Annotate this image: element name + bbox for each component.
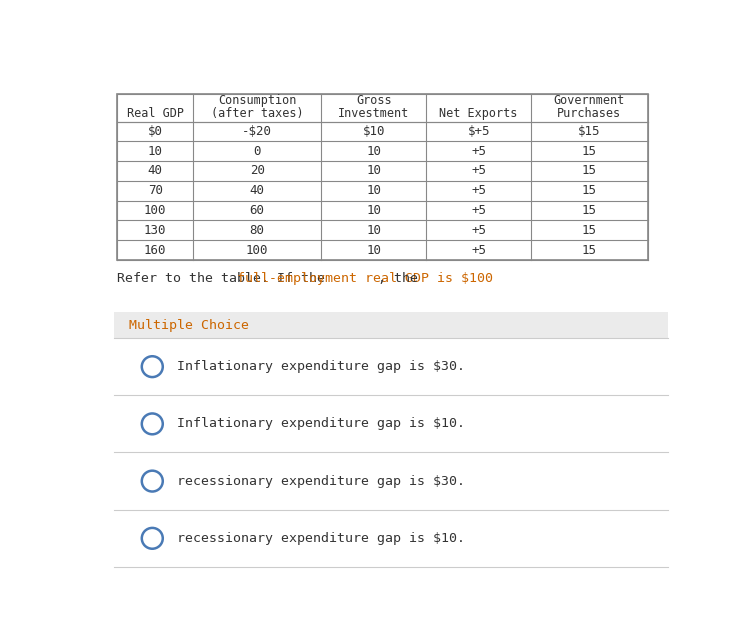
Text: +5: +5	[472, 243, 486, 257]
Text: 15: 15	[582, 204, 597, 217]
FancyBboxPatch shape	[114, 453, 668, 510]
Text: 40: 40	[147, 164, 162, 177]
Text: +5: +5	[472, 204, 486, 217]
FancyBboxPatch shape	[114, 510, 668, 567]
Text: 70: 70	[147, 184, 162, 197]
Ellipse shape	[142, 528, 162, 549]
Ellipse shape	[142, 471, 162, 492]
Text: $10: $10	[362, 125, 385, 138]
Text: 10: 10	[366, 164, 381, 177]
Text: recessionary expenditure gap is $10.: recessionary expenditure gap is $10.	[177, 532, 465, 545]
Text: (after taxes): (after taxes)	[211, 107, 304, 121]
Text: 160: 160	[144, 243, 166, 257]
Text: 20: 20	[250, 164, 265, 177]
Text: +5: +5	[472, 164, 486, 177]
Text: 100: 100	[246, 243, 268, 257]
Text: , the: , the	[378, 272, 418, 285]
Text: Multiple Choice: Multiple Choice	[129, 318, 249, 332]
Text: full-employment real GDP is $100: full-employment real GDP is $100	[237, 272, 493, 285]
Text: 10: 10	[147, 144, 162, 158]
Text: 80: 80	[250, 224, 265, 237]
Text: 15: 15	[582, 224, 597, 237]
Text: $0: $0	[147, 125, 162, 138]
Text: +5: +5	[472, 144, 486, 158]
Text: 60: 60	[250, 204, 265, 217]
FancyBboxPatch shape	[114, 338, 668, 395]
FancyBboxPatch shape	[117, 94, 647, 260]
Text: 0: 0	[253, 144, 261, 158]
Text: +5: +5	[472, 184, 486, 197]
Text: Gross: Gross	[356, 94, 392, 107]
Text: 15: 15	[582, 184, 597, 197]
Text: 130: 130	[144, 224, 166, 237]
Text: 10: 10	[366, 184, 381, 197]
Text: Consumption: Consumption	[218, 94, 296, 107]
Text: 10: 10	[366, 144, 381, 158]
Text: 10: 10	[366, 204, 381, 217]
Text: Investment: Investment	[338, 107, 409, 121]
Ellipse shape	[142, 413, 162, 434]
Text: $+5: $+5	[468, 125, 490, 138]
Text: 100: 100	[144, 204, 166, 217]
Text: Refer to the table. If the: Refer to the table. If the	[117, 272, 333, 285]
Text: Net Exports: Net Exports	[439, 107, 518, 121]
Text: recessionary expenditure gap is $30.: recessionary expenditure gap is $30.	[177, 474, 465, 488]
Text: Real GDP: Real GDP	[126, 107, 183, 121]
FancyBboxPatch shape	[114, 313, 668, 567]
Text: 40: 40	[250, 184, 265, 197]
Text: 15: 15	[582, 144, 597, 158]
Text: $15: $15	[578, 125, 601, 138]
Text: 10: 10	[366, 224, 381, 237]
Text: 15: 15	[582, 164, 597, 177]
Text: 15: 15	[582, 243, 597, 257]
Ellipse shape	[142, 356, 162, 377]
Text: Purchases: Purchases	[557, 107, 621, 121]
Text: Government: Government	[553, 94, 625, 107]
FancyBboxPatch shape	[114, 313, 668, 338]
Text: -$20: -$20	[242, 125, 272, 138]
FancyBboxPatch shape	[114, 395, 668, 453]
Text: Inflationary expenditure gap is $30.: Inflationary expenditure gap is $30.	[177, 360, 465, 373]
Text: 10: 10	[366, 243, 381, 257]
Text: Inflationary expenditure gap is $10.: Inflationary expenditure gap is $10.	[177, 417, 465, 430]
Text: +5: +5	[472, 224, 486, 237]
